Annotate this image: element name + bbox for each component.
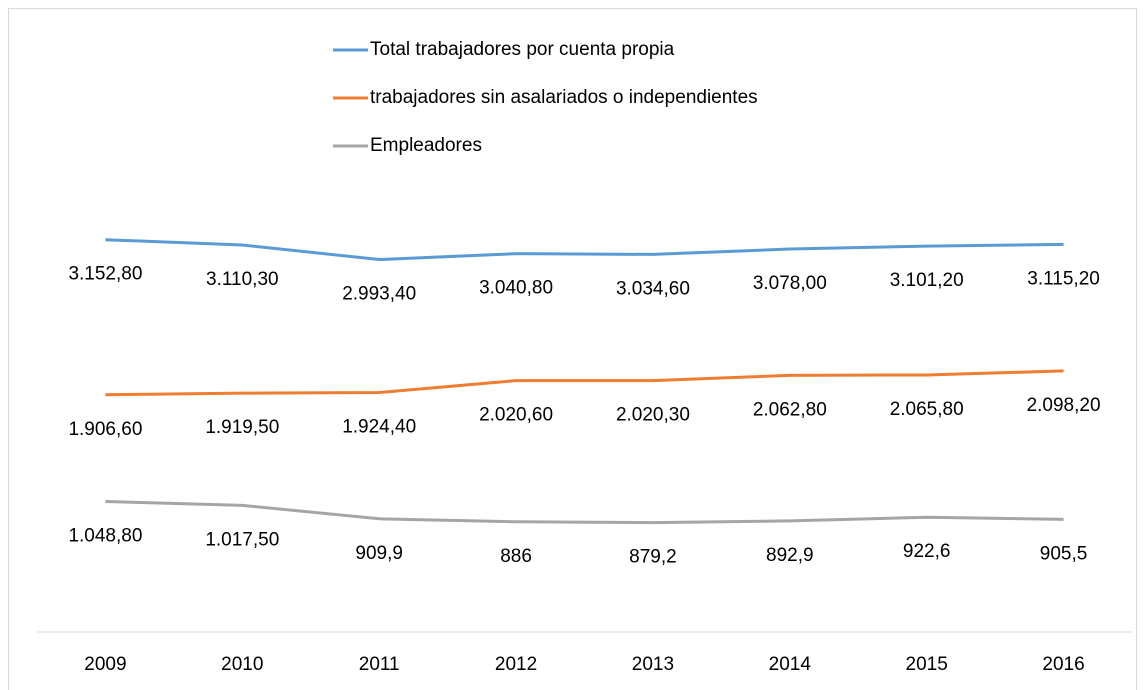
data-label: 3.152,80 — [68, 264, 142, 285]
x-tick-label: 2013 — [632, 654, 674, 675]
legend-label: trabajadores sin asalariados o independi… — [370, 87, 758, 108]
data-label: 1.906,60 — [68, 419, 142, 440]
x-tick-label: 2016 — [1042, 654, 1084, 675]
data-label: 2.993,40 — [342, 284, 416, 305]
data-label: 1.017,50 — [205, 529, 279, 550]
x-tick-label: 2011 — [359, 654, 400, 675]
data-label: 3.101,20 — [890, 270, 964, 291]
data-label: 3.115,20 — [1027, 268, 1100, 289]
data-label: 905,5 — [1040, 543, 1088, 564]
data-label: 2.062,80 — [753, 399, 827, 420]
data-label: 922,6 — [903, 541, 951, 562]
data-label: 2.065,80 — [890, 399, 964, 420]
data-label: 1.924,40 — [342, 417, 416, 438]
series-line — [105, 499, 1064, 525]
data-label: 3.040,80 — [479, 278, 553, 299]
data-label: 3.110,30 — [206, 269, 279, 290]
data-label: 3.034,60 — [616, 278, 690, 299]
data-label: 886 — [500, 546, 532, 567]
data-label: 879,2 — [629, 547, 677, 568]
x-tick-label: 2009 — [84, 654, 126, 675]
legend-label: Empleadores — [370, 135, 482, 156]
data-label: 1.919,50 — [205, 417, 279, 438]
data-label: 892,9 — [766, 545, 814, 566]
x-tick-label: 2015 — [906, 654, 948, 675]
x-tick-label: 2010 — [221, 654, 263, 675]
x-tick-label: 2014 — [769, 654, 812, 675]
data-label: 2.020,60 — [479, 405, 553, 426]
x-tick-label: 2012 — [495, 654, 537, 675]
chart-frame — [8, 8, 1137, 690]
data-label: 2.020,30 — [616, 405, 690, 426]
series-line — [105, 369, 1064, 397]
data-label: 1.048,80 — [68, 526, 142, 547]
legend-label: Total trabajadores por cuenta propia — [370, 39, 675, 60]
data-label: 3.078,00 — [753, 273, 827, 294]
series-line — [105, 238, 1064, 262]
data-label: 909,9 — [355, 543, 403, 564]
data-label: 2.098,20 — [1027, 395, 1101, 416]
